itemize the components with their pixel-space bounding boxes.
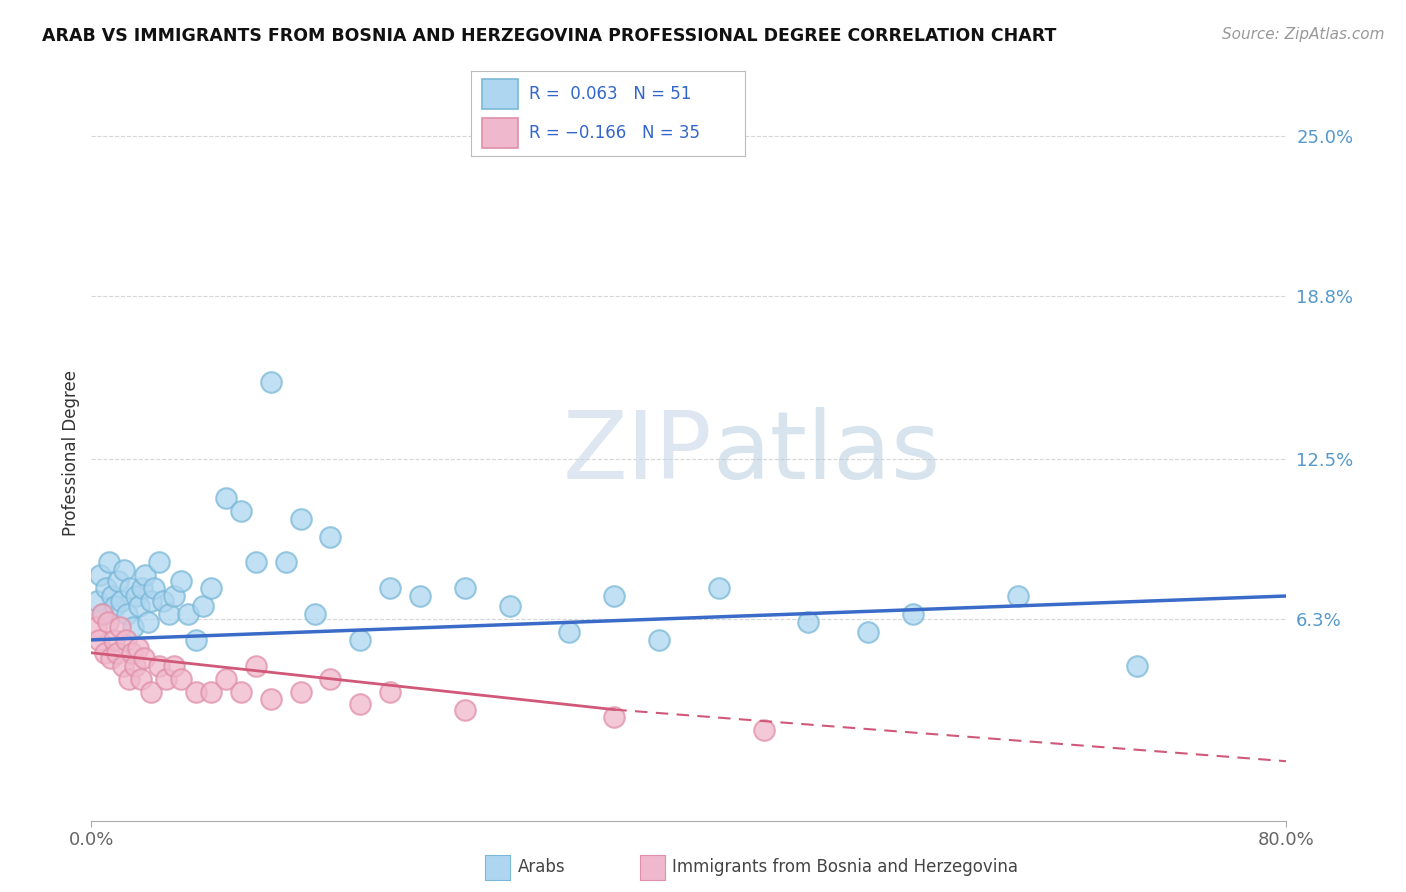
Point bbox=[648, 632, 671, 647]
Point bbox=[304, 607, 326, 621]
Point bbox=[349, 698, 371, 712]
Point bbox=[200, 684, 222, 698]
Point bbox=[104, 599, 127, 614]
Text: atlas: atlas bbox=[713, 407, 941, 499]
Point bbox=[125, 589, 148, 603]
Point bbox=[157, 607, 180, 621]
Point bbox=[409, 589, 432, 603]
Point bbox=[259, 692, 281, 706]
Point bbox=[155, 672, 177, 686]
Point bbox=[229, 684, 252, 698]
Point bbox=[797, 615, 820, 629]
Point bbox=[170, 574, 193, 588]
Point bbox=[121, 646, 143, 660]
Point bbox=[245, 658, 267, 673]
Point bbox=[184, 684, 207, 698]
Point bbox=[215, 672, 238, 686]
Point bbox=[86, 594, 108, 608]
Point bbox=[215, 491, 238, 505]
Point bbox=[124, 658, 146, 673]
Point bbox=[114, 632, 136, 647]
Text: R = −0.166   N = 35: R = −0.166 N = 35 bbox=[529, 124, 700, 142]
Point bbox=[132, 651, 155, 665]
Text: ZIP: ZIP bbox=[564, 407, 713, 499]
Point bbox=[184, 632, 207, 647]
Point bbox=[378, 581, 402, 595]
Point bbox=[177, 607, 200, 621]
Point bbox=[152, 594, 174, 608]
Point bbox=[1007, 589, 1029, 603]
Point bbox=[319, 530, 342, 544]
Point bbox=[96, 581, 118, 595]
Point bbox=[120, 581, 142, 595]
Point bbox=[90, 607, 112, 621]
Point bbox=[93, 607, 115, 621]
Point bbox=[105, 646, 128, 660]
Text: ARAB VS IMMIGRANTS FROM BOSNIA AND HERZEGOVINA PROFESSIONAL DEGREE CORRELATION C: ARAB VS IMMIGRANTS FROM BOSNIA AND HERZE… bbox=[42, 27, 1056, 45]
Point bbox=[1126, 658, 1149, 673]
Point bbox=[378, 684, 402, 698]
Point bbox=[129, 672, 152, 686]
Point bbox=[110, 594, 132, 608]
Point bbox=[111, 658, 134, 673]
Point bbox=[143, 581, 166, 595]
Point bbox=[856, 625, 880, 640]
Point bbox=[141, 684, 162, 698]
Point bbox=[118, 672, 141, 686]
Point bbox=[101, 589, 124, 603]
Point bbox=[349, 632, 371, 647]
Text: Arabs: Arabs bbox=[517, 858, 565, 876]
Point bbox=[128, 599, 150, 614]
Point bbox=[141, 594, 162, 608]
Point bbox=[290, 684, 312, 698]
Point bbox=[162, 658, 184, 673]
Point bbox=[259, 375, 281, 389]
Point bbox=[603, 710, 626, 724]
Point bbox=[558, 625, 581, 640]
Point bbox=[162, 589, 184, 603]
Point bbox=[134, 568, 156, 582]
Point bbox=[97, 615, 120, 629]
Point bbox=[108, 620, 131, 634]
Text: Source: ZipAtlas.com: Source: ZipAtlas.com bbox=[1222, 27, 1385, 42]
Point bbox=[87, 632, 110, 647]
Point bbox=[136, 615, 159, 629]
Point bbox=[94, 646, 117, 660]
Point bbox=[454, 703, 477, 717]
Point bbox=[122, 620, 145, 634]
Bar bbox=[482, 79, 517, 109]
Point bbox=[707, 581, 730, 595]
Bar bbox=[482, 118, 517, 147]
Point bbox=[319, 672, 342, 686]
Point bbox=[454, 581, 477, 595]
Text: Immigrants from Bosnia and Herzegovina: Immigrants from Bosnia and Herzegovina bbox=[672, 858, 1018, 876]
Point bbox=[107, 574, 129, 588]
Text: R =  0.063   N = 51: R = 0.063 N = 51 bbox=[529, 85, 690, 103]
Point bbox=[89, 568, 111, 582]
Point bbox=[245, 556, 267, 570]
Point bbox=[752, 723, 775, 738]
Point bbox=[131, 581, 153, 595]
Point bbox=[603, 589, 626, 603]
Point bbox=[112, 563, 135, 577]
Point bbox=[229, 504, 252, 518]
Y-axis label: Professional Degree: Professional Degree bbox=[62, 369, 80, 536]
Point bbox=[100, 651, 122, 665]
Point bbox=[274, 556, 297, 570]
Point bbox=[901, 607, 924, 621]
Point bbox=[148, 556, 170, 570]
Point bbox=[115, 607, 138, 621]
Point bbox=[200, 581, 222, 595]
Point bbox=[290, 511, 312, 525]
Point bbox=[148, 658, 170, 673]
Point bbox=[193, 599, 215, 614]
Point bbox=[98, 556, 121, 570]
Point bbox=[84, 620, 107, 634]
Point bbox=[170, 672, 193, 686]
Point bbox=[127, 640, 149, 655]
Point bbox=[498, 599, 520, 614]
Point bbox=[103, 632, 125, 647]
